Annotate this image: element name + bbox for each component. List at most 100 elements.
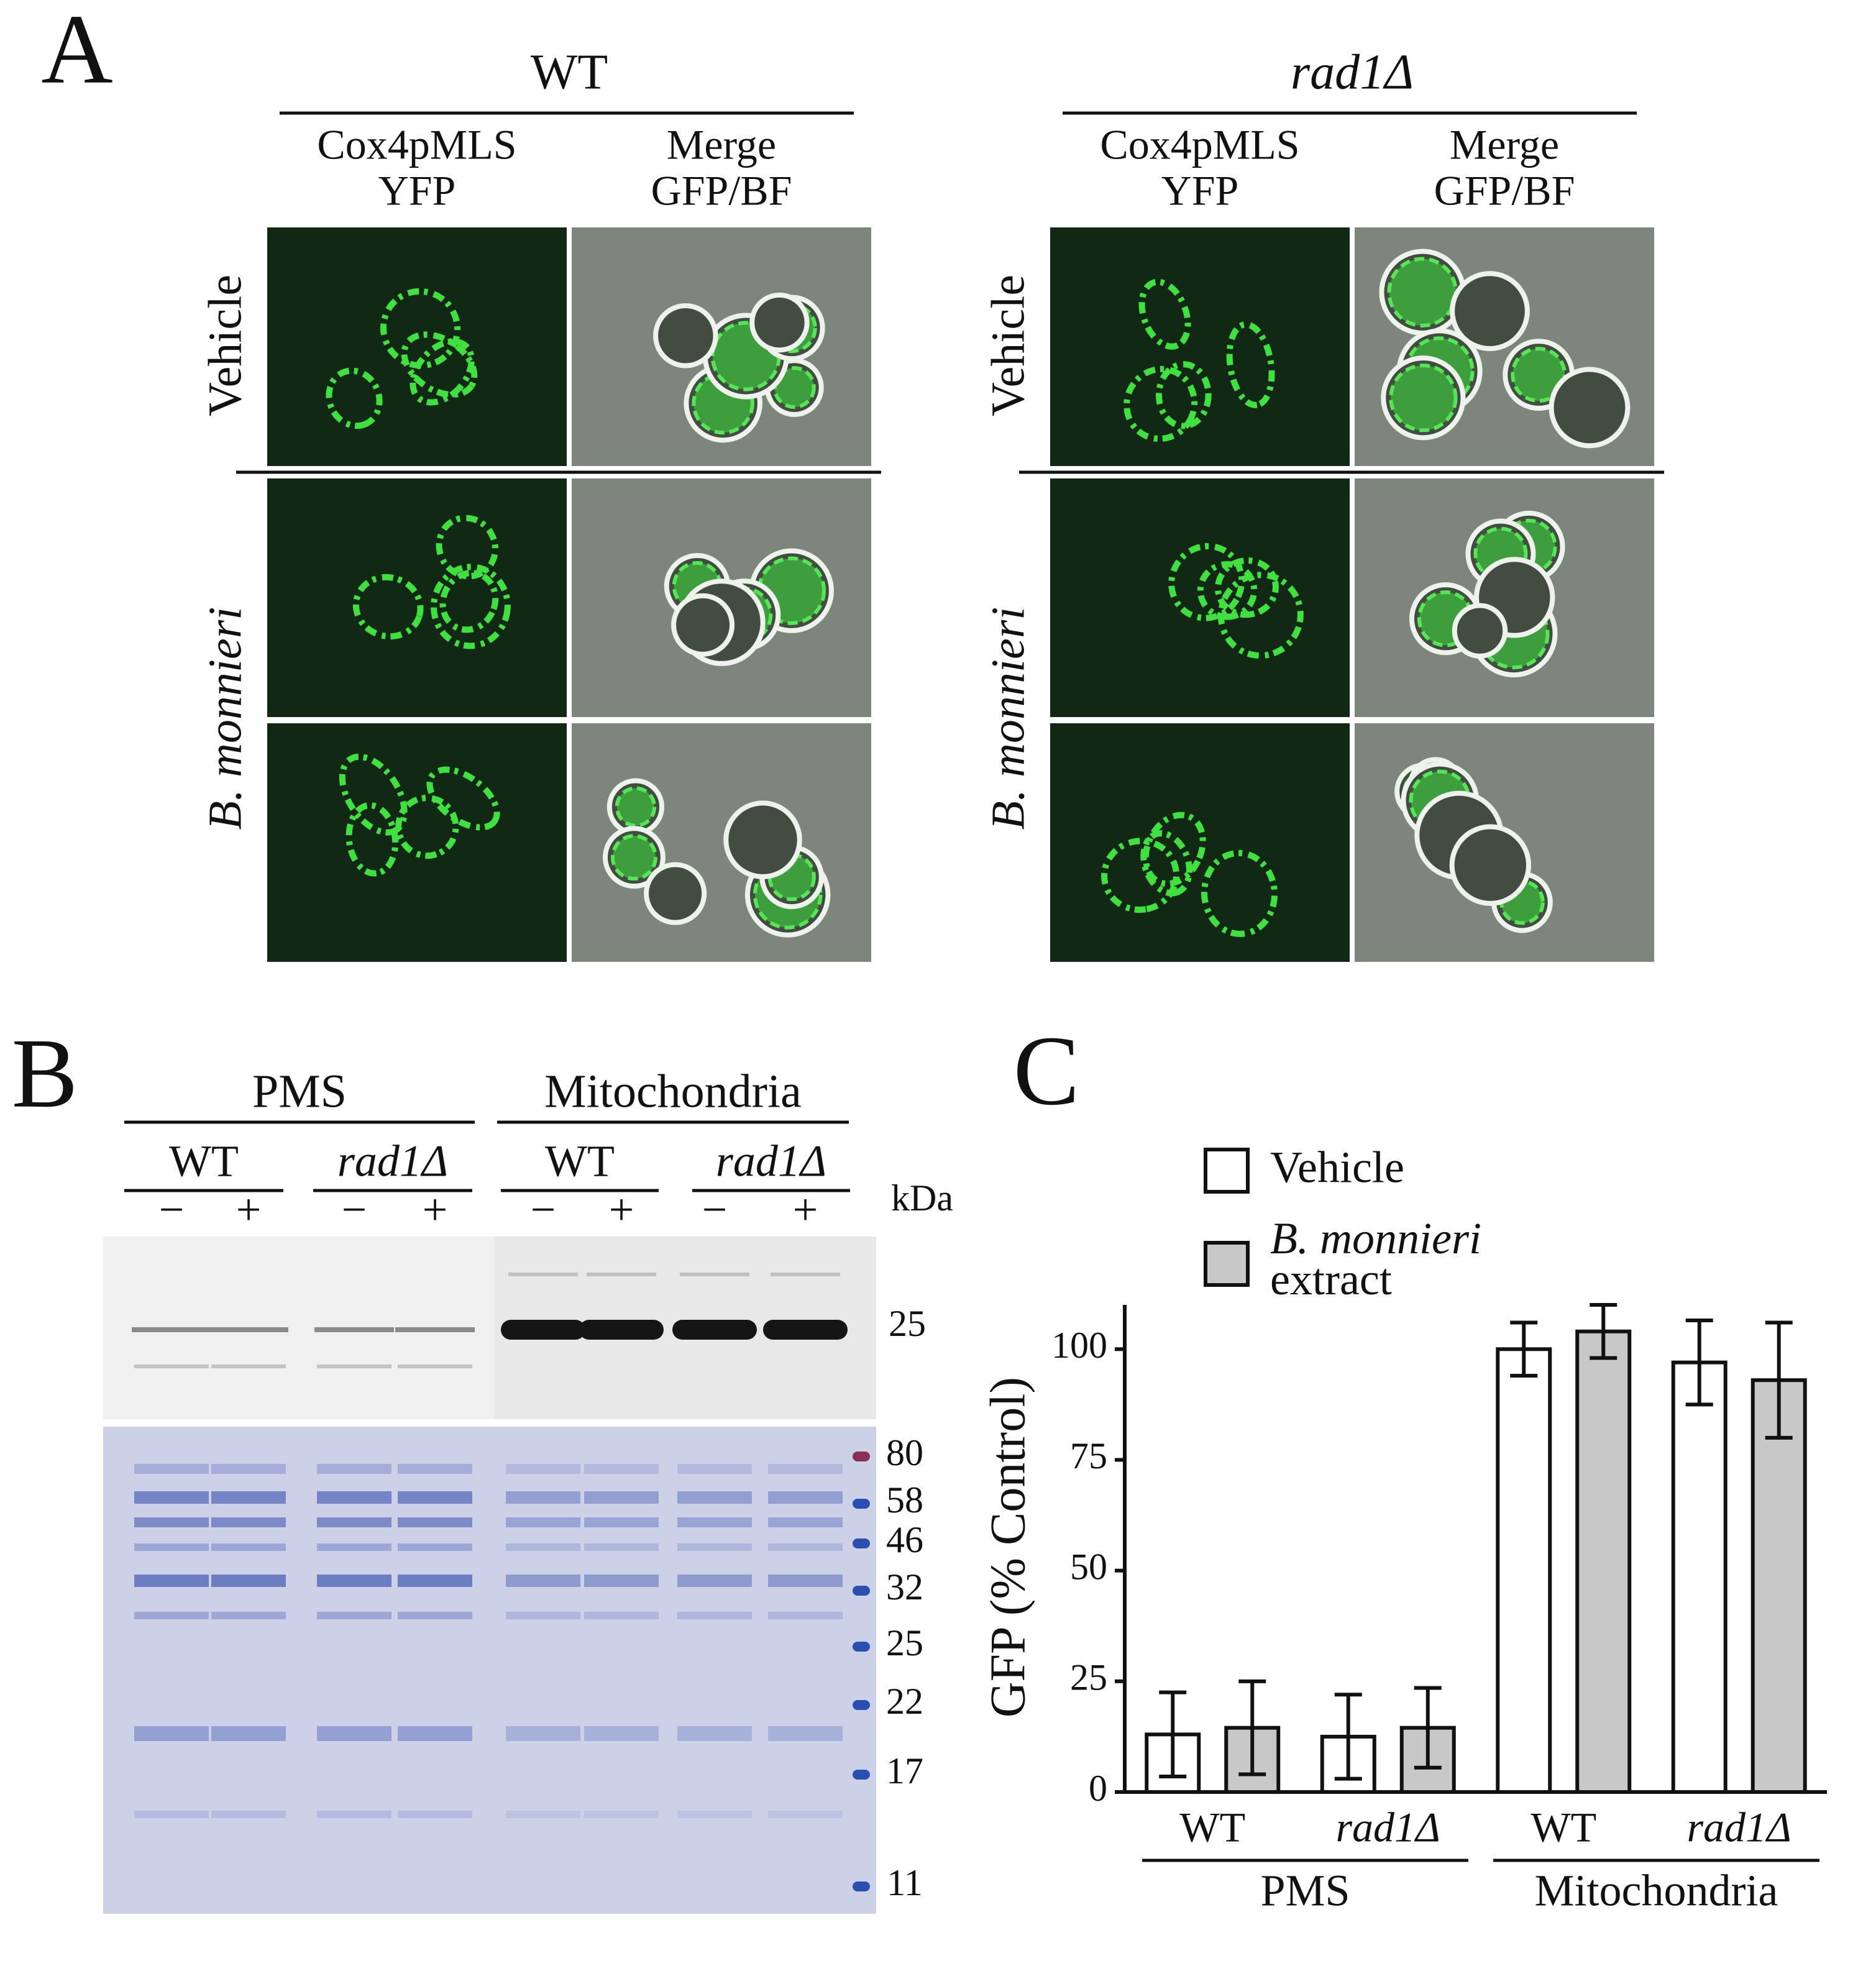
- gel-band: [506, 1575, 580, 1587]
- ladder-band: [853, 1642, 870, 1652]
- gel-marker: 11: [887, 1862, 923, 1903]
- mitochondria: [1217, 572, 1304, 659]
- x-tick-label: WT: [1531, 1804, 1596, 1851]
- gel-band: [506, 1543, 580, 1551]
- ladder-band: [853, 1452, 870, 1461]
- mitochondria: [1214, 557, 1279, 618]
- y-tick-label: 25: [1070, 1657, 1107, 1698]
- y-tick-label: 75: [1070, 1435, 1107, 1476]
- gel-band: [677, 1811, 752, 1818]
- error-bar: [1685, 1318, 1713, 1407]
- unit-label: kDa: [891, 1177, 953, 1218]
- strain-label: WT: [545, 1136, 615, 1186]
- gel-band: [584, 1575, 659, 1587]
- lane-label: −: [159, 1185, 185, 1235]
- gel-band: [584, 1517, 659, 1527]
- gel-band: [677, 1575, 752, 1587]
- cell: [653, 303, 718, 368]
- legend-swatch: [1204, 1241, 1250, 1287]
- gel-band: [398, 1811, 472, 1818]
- lane-label: +: [793, 1185, 818, 1235]
- blot-band: [134, 1365, 209, 1368]
- gel-band: [768, 1575, 843, 1587]
- gel-band: [677, 1543, 752, 1551]
- cell: [1452, 603, 1508, 659]
- cell-signal: [1389, 363, 1458, 432]
- bar: [1496, 1347, 1552, 1794]
- column-title: YFP: [1161, 167, 1239, 214]
- micrograph-merge: [572, 227, 871, 466]
- gel-band: [398, 1491, 472, 1504]
- legend-label: Vehicle: [1270, 1143, 1404, 1192]
- micrograph-bg: [1050, 227, 1350, 466]
- gel-band: [677, 1612, 752, 1619]
- cell-signal: [1511, 347, 1567, 403]
- row-label: B. monnieri: [199, 607, 251, 830]
- cell-signal: [610, 834, 657, 881]
- gel-band: [768, 1543, 843, 1551]
- panel-label: A: [41, 0, 113, 104]
- gel-band: [398, 1612, 472, 1619]
- gel-band: [677, 1464, 752, 1474]
- y-tick-label: 100: [1051, 1325, 1107, 1366]
- row-label: Vehicle: [199, 275, 251, 416]
- blot-band: [680, 1273, 749, 1276]
- lane-label: −: [342, 1185, 367, 1235]
- gel-band: [134, 1575, 209, 1587]
- blot-marker: 25: [889, 1303, 926, 1344]
- gel-marker: 80: [886, 1432, 923, 1473]
- gel-band: [398, 1543, 472, 1551]
- gel-band: [768, 1491, 843, 1504]
- micrograph-bg: [267, 723, 567, 962]
- cell: [723, 800, 802, 879]
- cell: [1449, 824, 1532, 906]
- gel-band: [317, 1612, 391, 1619]
- gel-band: [677, 1726, 752, 1741]
- gel-band: [211, 1517, 286, 1527]
- ladder-band: [853, 1881, 870, 1891]
- lane-label: +: [236, 1185, 262, 1235]
- gel-band: [768, 1464, 843, 1474]
- mitochondria: [431, 564, 511, 649]
- gel-band: [211, 1543, 286, 1551]
- gel-band: [677, 1491, 752, 1504]
- group-label: PMS: [1260, 1866, 1350, 1916]
- micrograph-fluorescence: [267, 478, 567, 717]
- blot-band: [672, 1320, 757, 1340]
- cell: [1549, 367, 1631, 449]
- micrograph-merge: [1355, 227, 1654, 466]
- x-tick-label: rad1Δ: [1336, 1804, 1440, 1851]
- mitochondria: [426, 766, 500, 831]
- gel-marker: 46: [886, 1519, 923, 1560]
- gel-band: [584, 1543, 659, 1551]
- gel-band: [317, 1811, 391, 1818]
- micrograph-bg: [267, 227, 567, 466]
- ladder-band: [853, 1700, 870, 1710]
- fraction-label: Mitochondria: [544, 1065, 802, 1117]
- mitochondria: [1201, 849, 1278, 938]
- column-title: Merge: [1450, 121, 1559, 168]
- gel-band: [134, 1612, 209, 1619]
- micrograph-merge: [572, 723, 871, 962]
- gel-band: [317, 1491, 391, 1504]
- gel-marker: 22: [886, 1681, 923, 1722]
- mitochondria: [1197, 560, 1258, 620]
- error-bar: [1414, 1686, 1442, 1770]
- mitochondria: [436, 514, 499, 580]
- lane-label: −: [702, 1185, 728, 1235]
- gel-band: [506, 1491, 580, 1504]
- panel-label: C: [1013, 1015, 1080, 1126]
- column-title: YFP: [378, 167, 456, 214]
- gel-band: [211, 1464, 286, 1474]
- strain-label: rad1Δ: [716, 1136, 826, 1186]
- gel-marker: 25: [886, 1622, 923, 1663]
- gel-band: [584, 1811, 659, 1818]
- lane-label: +: [423, 1185, 448, 1235]
- micrograph-merge: [1355, 723, 1654, 962]
- strain-label: rad1Δ: [337, 1136, 448, 1186]
- strain-title: WT: [531, 45, 608, 99]
- group-label: Mitochondria: [1535, 1866, 1778, 1916]
- gel-band: [211, 1811, 286, 1818]
- gel-band: [134, 1517, 209, 1527]
